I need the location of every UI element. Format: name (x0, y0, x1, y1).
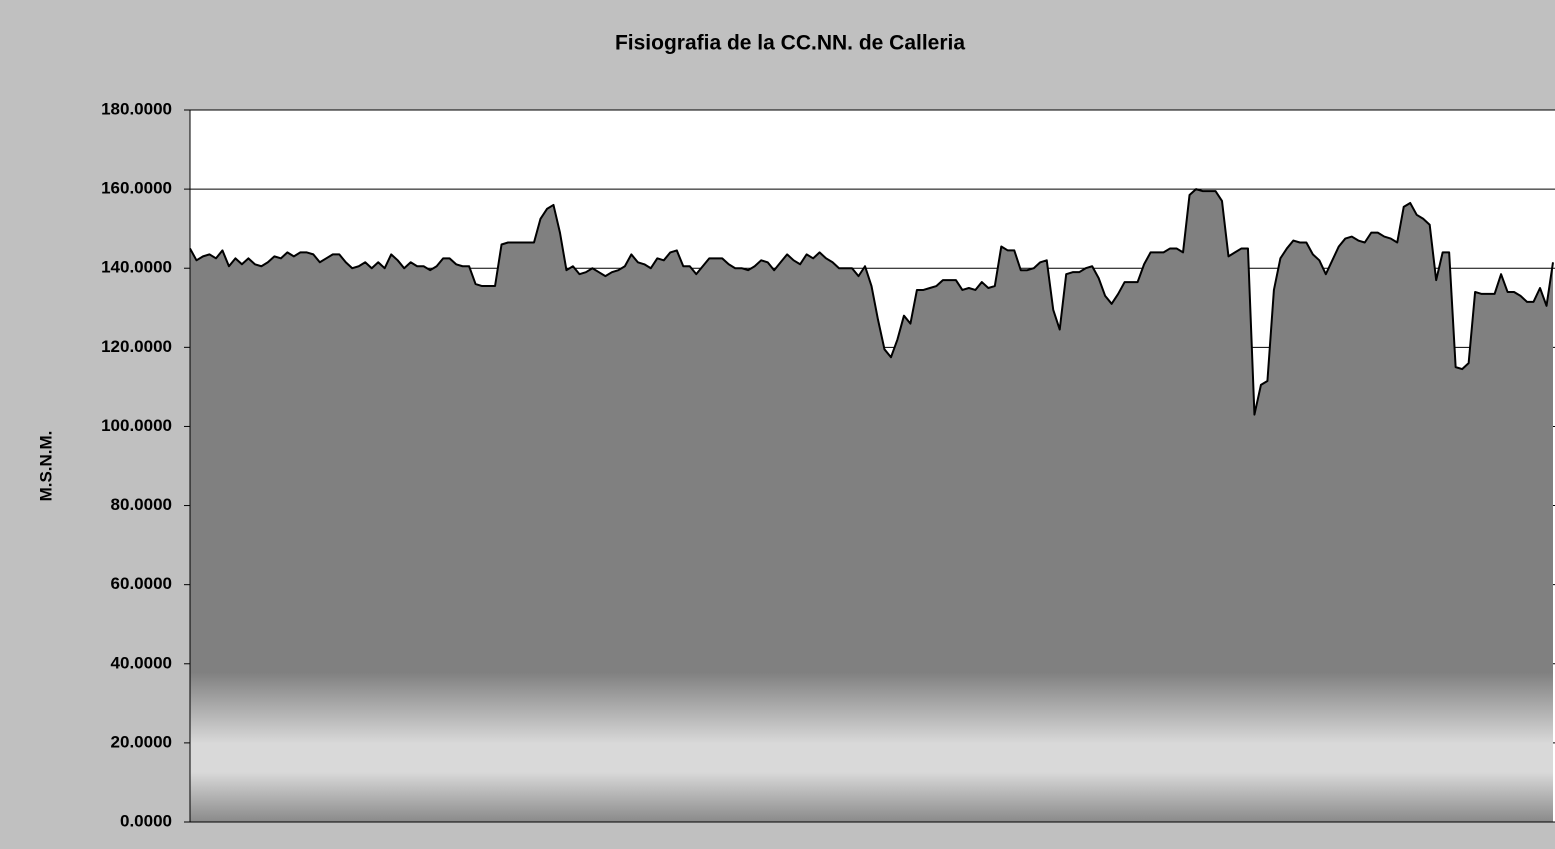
chart-title: Fisiografia de la CC.NN. de Calleria (615, 32, 965, 55)
marks (189, 188, 1554, 823)
y-tick-label: 180.0000 (101, 99, 172, 118)
y-tick-label: 0.0000 (120, 811, 172, 830)
y-tick-label: 60.0000 (111, 574, 172, 593)
y-tick-label: 160.0000 (101, 179, 172, 198)
area (190, 189, 1553, 823)
y-tick-label: 140.0000 (101, 258, 172, 277)
y-tick-label: 40.0000 (111, 653, 172, 672)
y-tick-label: 120.0000 (101, 337, 172, 356)
axes: 0.0000 20.0000 40.0000 60.0000 80.0000 100.00… (101, 99, 1555, 830)
area-line (189, 188, 1554, 416)
y-tick-label: 80.0000 (111, 495, 172, 514)
y-tick-label: 100.0000 (101, 416, 172, 435)
y-axis-label: M.S.N.M. (36, 431, 55, 502)
y-tick-label: 20.0000 (111, 732, 172, 751)
